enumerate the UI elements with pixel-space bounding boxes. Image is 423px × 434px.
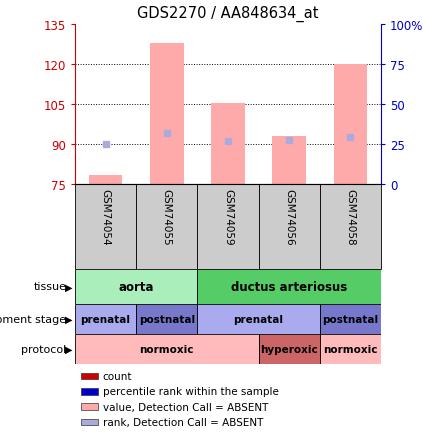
Text: ▶: ▶: [66, 314, 73, 324]
Text: count: count: [102, 371, 132, 381]
Text: development stage: development stage: [0, 314, 66, 324]
Bar: [211, 103, 245, 184]
Bar: [258, 334, 320, 364]
Bar: [89, 175, 122, 184]
Bar: [320, 334, 381, 364]
Text: prenatal: prenatal: [233, 314, 283, 324]
Bar: [81, 388, 98, 395]
Text: tissue: tissue: [33, 282, 66, 292]
Text: value, Detection Call = ABSENT: value, Detection Call = ABSENT: [102, 402, 268, 412]
Bar: [320, 304, 381, 334]
Bar: [81, 419, 98, 425]
Bar: [81, 373, 98, 379]
Bar: [198, 304, 320, 334]
Text: normoxic: normoxic: [140, 344, 194, 354]
Bar: [150, 43, 184, 184]
Text: ductus arteriosus: ductus arteriosus: [231, 280, 347, 293]
Bar: [198, 270, 381, 304]
Bar: [81, 403, 98, 410]
Title: GDS2270 / AA848634_at: GDS2270 / AA848634_at: [137, 6, 319, 22]
Text: percentile rank within the sample: percentile rank within the sample: [102, 386, 278, 396]
Text: postnatal: postnatal: [322, 314, 379, 324]
Bar: [75, 270, 198, 304]
Text: normoxic: normoxic: [323, 344, 378, 354]
Text: GSM74058: GSM74058: [346, 189, 355, 245]
Text: GSM74054: GSM74054: [101, 189, 110, 245]
Bar: [198, 184, 258, 270]
Text: prenatal: prenatal: [81, 314, 131, 324]
Bar: [75, 184, 136, 270]
Text: rank, Detection Call = ABSENT: rank, Detection Call = ABSENT: [102, 417, 263, 427]
Bar: [334, 65, 367, 184]
Text: protocol: protocol: [21, 344, 66, 354]
Bar: [320, 184, 381, 270]
Text: aorta: aorta: [118, 280, 154, 293]
Text: postnatal: postnatal: [139, 314, 195, 324]
Bar: [75, 304, 136, 334]
Text: ▶: ▶: [66, 282, 73, 292]
Bar: [272, 137, 306, 184]
Text: GSM74059: GSM74059: [223, 189, 233, 245]
Bar: [258, 184, 320, 270]
Text: ▶: ▶: [66, 344, 73, 354]
Text: hyperoxic: hyperoxic: [260, 344, 318, 354]
Text: GSM74056: GSM74056: [284, 189, 294, 245]
Bar: [136, 184, 198, 270]
Bar: [136, 304, 198, 334]
Text: GSM74055: GSM74055: [162, 189, 172, 245]
Bar: [75, 334, 258, 364]
